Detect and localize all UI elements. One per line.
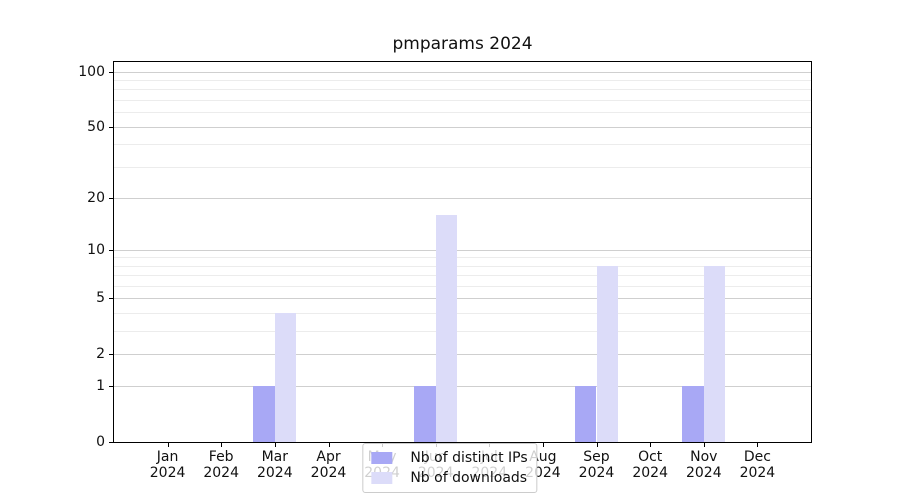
gridline-minor [114,80,811,82]
y-tick-label: 20 [87,189,105,206]
x-tick-month: Dec [743,449,771,465]
x-axis-tick [167,443,169,447]
x-tick-label: Feb 2024 [191,449,251,481]
gridline-major [114,386,811,388]
y-tick-label: 2 [96,345,105,362]
y-tick-label: 5 [96,290,105,307]
legend-swatch-nb-of-distinct-ips [371,452,393,464]
y-tick-label: 100 [78,63,105,80]
gridline-minor [114,330,811,332]
gridline-minor [114,257,811,259]
x-axis-tick [328,443,330,447]
gridline-minor [114,112,811,114]
gridline-minor [114,312,811,314]
bar-nb-of-distinct-ips [682,386,704,442]
x-tick-year: 2024 [685,465,722,481]
x-tick-month: Jan [156,449,179,465]
bar-nb-of-downloads [274,312,297,442]
gridline-major [114,298,811,300]
x-axis-tick [596,443,598,447]
x-axis-tick [542,443,544,447]
x-tick-label: Dec 2024 [727,449,787,481]
chart-title: pmparams 2024 [392,34,533,54]
bar-nb-of-downloads [435,214,458,442]
x-tick-year: 2024 [256,465,293,481]
x-tick-month: Oct [638,449,663,465]
x-tick-year: 2024 [203,465,239,481]
x-tick-year: 2024 [632,465,668,481]
gridline-major [114,249,811,251]
gridline-minor [114,265,811,267]
gridline-minor [114,275,811,277]
y-tick-label: 1 [96,378,105,395]
x-axis-tick [703,443,705,447]
legend-entry: Nb of distinct IPs [371,448,528,468]
gridline-major [114,197,811,199]
gridline-minor [114,166,811,168]
bar-nb-of-distinct-ips [575,386,597,442]
legend-swatch-nb-of-downloads [371,472,393,484]
x-tick-month: Sep [583,449,610,465]
x-axis-tick [274,443,276,447]
gridline-major [114,71,811,73]
y-axis-tick [109,71,113,73]
x-tick-month: Feb [208,449,234,465]
x-tick-year: 2024 [739,465,776,481]
x-tick-month: Apr [316,449,341,465]
legend: Nb of distinct IPs Nb of downloads [362,443,538,493]
x-tick-year: 2024 [310,465,347,481]
x-tick-month: Nov [690,449,718,465]
legend-label: Nb of downloads [410,470,528,486]
gridline-minor [114,89,811,91]
legend-entry: Nb of downloads [371,468,527,488]
y-tick-label: 50 [87,118,105,135]
y-tick-label: 0 [96,434,105,450]
y-axis-tick [109,298,113,300]
plot-area [113,61,812,443]
x-tick-label: Nov 2024 [674,449,734,481]
y-axis-tick [109,197,113,199]
x-axis-tick [650,443,652,447]
x-tick-year: 2024 [149,465,186,481]
y-axis-tick [109,126,113,128]
y-axis-tick [109,442,113,443]
bar-nb-of-downloads [703,265,726,442]
gridline-minor [114,100,811,101]
x-axis-tick [757,443,759,447]
x-axis-tick [221,443,223,447]
gridline-minor [114,144,811,145]
bar-nb-of-downloads [596,265,618,442]
y-tick-label: 10 [87,241,105,258]
y-axis-tick [109,249,113,251]
x-tick-label: Jan 2024 [138,449,198,481]
x-tick-label: Oct 2024 [620,449,680,481]
x-tick-year: 2024 [578,465,615,481]
y-axis-tick [109,386,113,388]
x-tick-label: Mar 2024 [245,449,305,481]
gridline-major [114,126,811,128]
x-tick-month: Mar [261,449,288,465]
gridline-minor [114,285,811,287]
bar-nb-of-distinct-ips [414,386,436,442]
bar-nb-of-distinct-ips [253,386,275,442]
x-tick-label: Apr 2024 [299,449,359,481]
x-tick-label: Sep 2024 [567,449,627,481]
y-axis-tick [109,353,113,355]
gridline-major [114,353,811,355]
legend-label: Nb of distinct IPs [410,450,528,466]
